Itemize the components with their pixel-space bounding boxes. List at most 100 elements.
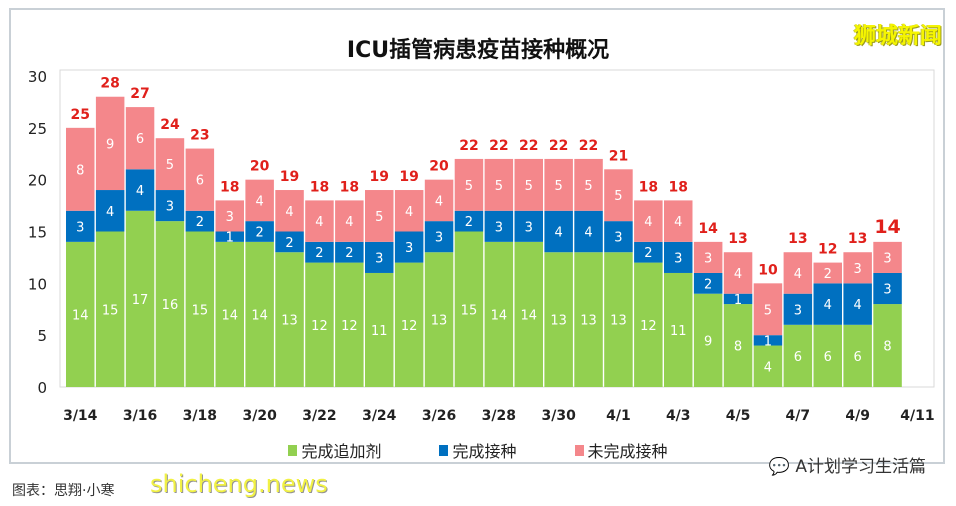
x-tick-label: 3/16	[123, 408, 157, 424]
bar-segment	[783, 324, 813, 387]
bar-segment	[95, 96, 125, 191]
legend-swatch	[574, 444, 584, 456]
segment-label: 2	[315, 246, 323, 261]
bar-segment	[544, 252, 573, 387]
segment-label: 4	[824, 298, 832, 313]
segment-label: 5	[764, 303, 772, 318]
bar-segment	[215, 241, 244, 387]
bar-segment	[843, 283, 872, 325]
segment-label: 4	[644, 215, 652, 230]
bar-segment	[604, 169, 633, 222]
segment-label: 3	[435, 231, 443, 246]
segment-label: 4	[674, 215, 682, 230]
bar-segment	[514, 241, 543, 387]
segment-label: 5	[584, 179, 592, 194]
legend-label: 未完成接种	[587, 442, 668, 461]
legend: 完成追加剂 完成接种 未完成接种	[0, 438, 956, 462]
segment-label: 3	[704, 251, 712, 266]
total-label: 28	[100, 76, 119, 92]
segment-label: 3	[166, 200, 174, 215]
bar-segment	[245, 221, 274, 242]
segment-label: 4	[435, 194, 443, 209]
y-tick-label: 10	[28, 275, 47, 293]
legend-label: 完成接种	[452, 442, 517, 461]
x-tick-label: 4/7	[786, 408, 811, 424]
segment-label: 3	[76, 220, 84, 235]
bar-segment	[245, 241, 274, 387]
segment-label: 3	[854, 262, 862, 277]
bar-segment	[335, 241, 364, 263]
segment-label: 4	[405, 205, 413, 220]
segment-label: 3	[794, 303, 802, 318]
segment-label: 4	[764, 360, 772, 375]
segment-label: 12	[311, 319, 328, 334]
bar-segment	[275, 252, 304, 387]
bar-segment	[753, 335, 783, 346]
total-label: 14	[698, 221, 718, 237]
bar-segment	[185, 231, 215, 387]
segment-label: 8	[734, 340, 742, 355]
wechat-icon: 💬	[768, 457, 796, 477]
segment-label: 11	[670, 324, 687, 339]
x-tick-label: 3/20	[242, 408, 277, 424]
segment-label: 2	[256, 226, 264, 241]
segment-label: 15	[102, 303, 119, 318]
bar-segment	[873, 304, 902, 387]
total-label: 20	[429, 159, 449, 175]
segment-label: 5	[465, 179, 473, 194]
bar-segment	[723, 252, 753, 294]
legend-swatch	[439, 444, 449, 456]
bar-segment	[66, 127, 95, 211]
segment-label: 12	[341, 319, 358, 334]
legend-item-vaccinated: 完成接种	[439, 438, 517, 462]
segment-label: 13	[550, 314, 567, 329]
segment-label: 13	[580, 314, 597, 329]
x-tick-label: 3/18	[183, 408, 217, 424]
y-tick-label: 15	[28, 224, 47, 242]
brand-logo: 狮城新闻	[853, 24, 942, 49]
total-label: 22	[489, 138, 508, 154]
total-label: 25	[71, 107, 90, 123]
segment-label: 8	[76, 163, 84, 178]
segment-label: 8	[883, 340, 891, 355]
total-label: 22	[579, 138, 598, 154]
segment-label: 13	[281, 314, 298, 329]
bar-segment	[95, 231, 125, 387]
segment-label: 6	[136, 132, 144, 147]
x-tick-label: 3/22	[302, 408, 336, 424]
bar-segment	[873, 272, 902, 305]
bar-segment	[275, 190, 304, 232]
total-label: 22	[519, 138, 538, 154]
bar-segment	[125, 107, 155, 170]
legend-item-booster: 完成追加剂	[288, 438, 381, 462]
y-tick-label: 20	[28, 172, 47, 190]
segment-label: 2	[644, 246, 652, 261]
segment-label: 3	[495, 220, 503, 235]
bar-segment	[813, 283, 842, 325]
bar-segment	[664, 272, 693, 387]
bar-segment	[424, 221, 454, 253]
bar-segment	[155, 138, 185, 191]
wechat-account: 💬 A计划学习生活篇	[769, 452, 926, 477]
bar-segment	[693, 241, 723, 273]
bar-segment	[305, 200, 334, 242]
segment-label: 4	[256, 194, 264, 209]
segment-label: 13	[610, 314, 627, 329]
bar-segment	[305, 241, 334, 263]
bar-segment	[634, 200, 663, 242]
bar-segment	[813, 324, 842, 387]
legend-item-unvaccinated: 未完成接种	[574, 438, 668, 462]
bar-segment	[634, 241, 663, 263]
total-label: 14	[874, 216, 900, 238]
bar-segment	[753, 345, 783, 387]
x-tick-label: 4/11	[900, 408, 934, 424]
bar-segment	[484, 158, 514, 211]
segment-label: 3	[883, 251, 891, 266]
segment-label: 15	[192, 303, 209, 318]
segment-label: 5	[495, 179, 503, 194]
total-label: 18	[310, 179, 329, 195]
bar-segment	[484, 241, 514, 387]
x-tick-label: 4/3	[666, 408, 691, 424]
segment-label: 14	[221, 308, 238, 323]
bar-segment	[185, 148, 215, 211]
